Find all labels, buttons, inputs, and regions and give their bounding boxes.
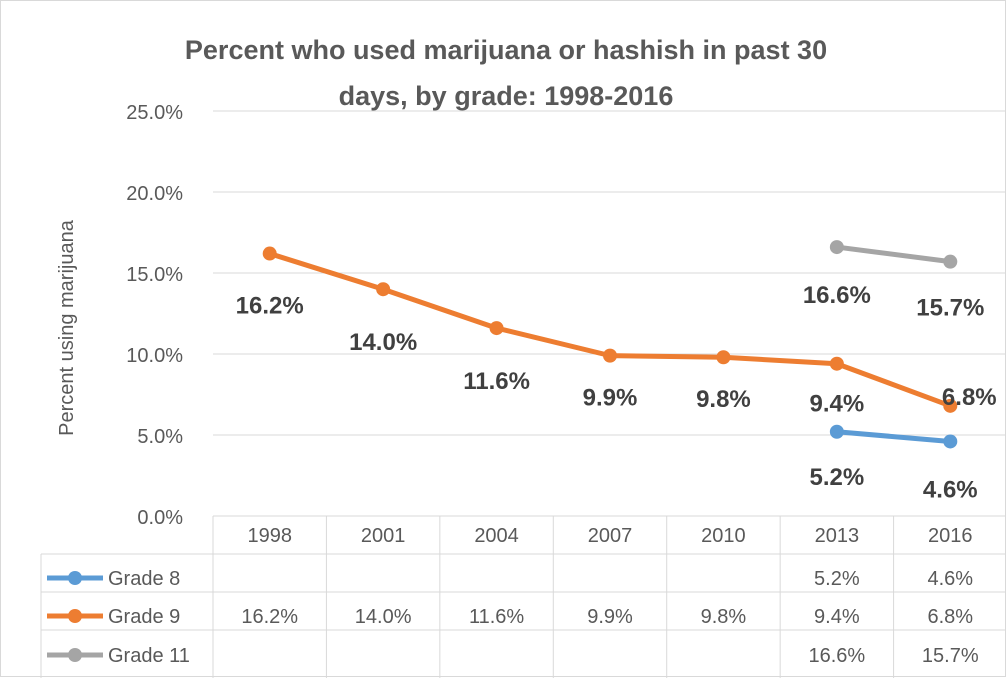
series-lines bbox=[262, 240, 958, 449]
data-label: 9.9% bbox=[583, 385, 638, 412]
legend-entry: Grade 8 bbox=[108, 568, 180, 590]
legend-entry: Grade 9 bbox=[108, 606, 180, 628]
x-tick-label: 1998 bbox=[247, 525, 292, 547]
table-cell: 16.6% bbox=[808, 645, 865, 667]
x-tick-label: 2004 bbox=[474, 525, 519, 547]
chart-title-line-2: days, by grade: 1998-2016 bbox=[339, 81, 674, 111]
data-labels: 5.2% 4.6% 16.2% 14.0% 11.6% 9.9% 9.8% 9.4% 6.8% 1… bbox=[236, 282, 997, 503]
legend-marker-0 bbox=[68, 571, 82, 585]
table-cell: 15.7% bbox=[922, 645, 979, 667]
x-tick-label: 2010 bbox=[701, 525, 746, 547]
data-label: 4.6% bbox=[923, 476, 978, 503]
y-tick-label: 25.0% bbox=[126, 102, 183, 124]
data-label: 9.4% bbox=[810, 391, 865, 418]
y-tick-label: 5.0% bbox=[137, 426, 183, 448]
table-cell: 5.2% bbox=[814, 568, 860, 590]
legend-marker-1 bbox=[68, 609, 82, 623]
data-point bbox=[829, 424, 844, 439]
legend-entry: Grade 11 bbox=[108, 645, 190, 667]
series-line-0 bbox=[834, 429, 953, 444]
x-tick-label: 2016 bbox=[928, 525, 973, 547]
table-cell: 9.4% bbox=[814, 606, 860, 628]
data-label: 15.7% bbox=[916, 295, 984, 322]
data-point bbox=[829, 240, 844, 255]
table-cell: 14.0% bbox=[355, 606, 412, 628]
data-label: 6.8% bbox=[942, 384, 997, 411]
data-point bbox=[943, 398, 958, 413]
table-cell: 6.8% bbox=[927, 606, 973, 628]
table-cell: 11.6% bbox=[469, 606, 524, 628]
data-label: 9.8% bbox=[696, 386, 751, 413]
table-cell: 16.2% bbox=[241, 606, 298, 628]
y-tick-label: 15.0% bbox=[126, 264, 183, 286]
data-label: 16.6% bbox=[803, 282, 871, 309]
data-table: 1998 2001 2004 2007 2010 2013 2016 Grade 8 5.2% 4… bbox=[40, 515, 1006, 678]
data-point bbox=[262, 246, 277, 261]
data-point bbox=[829, 356, 844, 371]
data-point bbox=[489, 321, 504, 336]
series-line-2 bbox=[834, 244, 953, 265]
legend-marker-2 bbox=[68, 648, 82, 662]
y-tick-label: 0.0% bbox=[137, 507, 183, 529]
data-label: 11.6% bbox=[463, 368, 530, 395]
data-point bbox=[943, 434, 958, 449]
data-point bbox=[716, 350, 731, 365]
x-tick-label: 2013 bbox=[815, 525, 860, 547]
y-tick-label: 20.0% bbox=[126, 183, 183, 205]
data-label: 14.0% bbox=[349, 329, 417, 356]
data-label: 5.2% bbox=[810, 464, 865, 491]
table-cell: 9.9% bbox=[587, 606, 633, 628]
data-point bbox=[376, 282, 391, 297]
data-point bbox=[603, 348, 617, 363]
chart-title-line-1: Percent who used marijuana or hashish in… bbox=[185, 35, 827, 65]
data-label: 16.2% bbox=[236, 293, 304, 320]
y-tick-label: 10.0% bbox=[126, 345, 183, 367]
table-cell: 9.8% bbox=[701, 606, 747, 628]
x-tick-label: 2007 bbox=[588, 525, 633, 547]
table-cell: 4.6% bbox=[927, 568, 973, 590]
y-axis-label: Percent using marijuana bbox=[56, 219, 78, 436]
y-tick-labels: 0.0% 5.0% 10.0% 15.0% 20.0% 25.0% bbox=[126, 102, 183, 529]
x-tick-label: 2001 bbox=[361, 525, 406, 547]
data-point bbox=[943, 254, 958, 269]
